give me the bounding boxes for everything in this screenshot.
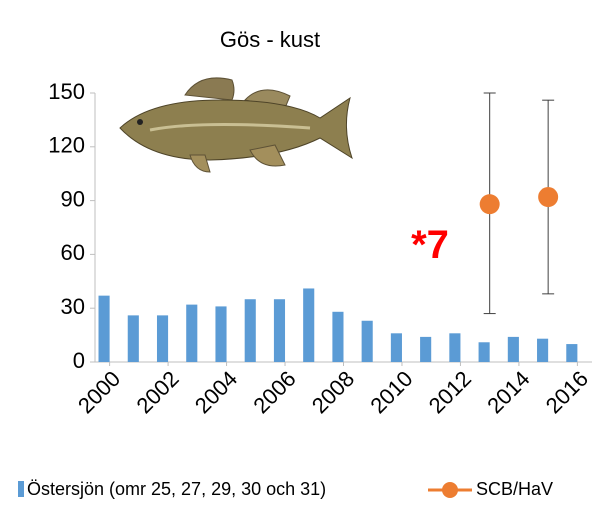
bar [537,338,549,362]
bar [507,336,519,362]
y-tick-label: 0 [73,348,85,373]
x-tick-label: 2012 [424,366,476,418]
y-tick-label: 60 [61,240,85,265]
x-tick-label: 2014 [482,366,534,418]
bar [478,342,490,362]
x-tick-label: 2004 [190,366,242,418]
bar [303,288,315,362]
chart-title: Gös - kust [220,27,320,52]
x-tick-label: 2008 [307,366,359,418]
bar [156,315,169,362]
bar [449,333,461,362]
point [538,187,559,208]
bar [332,311,344,362]
annotation: *7 [411,223,449,267]
y-tick-label: 30 [61,294,85,319]
x-tick-label: 2002 [131,366,183,418]
bar [273,299,286,362]
bar [566,344,578,362]
y-tick-label: 90 [61,186,85,211]
bar [244,299,256,362]
y-tick-label: 150 [48,79,85,104]
bar [420,336,432,362]
bar [186,304,198,362]
bar [127,315,139,362]
fish-illustration [119,77,353,173]
x-tick-label: 2016 [541,366,593,418]
x-tick-label: 2010 [365,366,417,418]
bar [390,333,402,362]
bar [215,306,227,362]
legend-label: Östersjön (omr 25, 27, 29, 30 och 31) [27,479,326,499]
point [479,194,500,215]
bar [361,320,373,362]
legend-label: SCB/HaV [476,479,553,499]
x-tick-label: 2000 [73,366,125,418]
x-tick-label: 2006 [248,366,300,418]
legend-swatch [442,482,458,498]
y-tick-label: 120 [48,133,85,158]
legend-swatch [18,481,24,497]
bar [98,295,110,362]
